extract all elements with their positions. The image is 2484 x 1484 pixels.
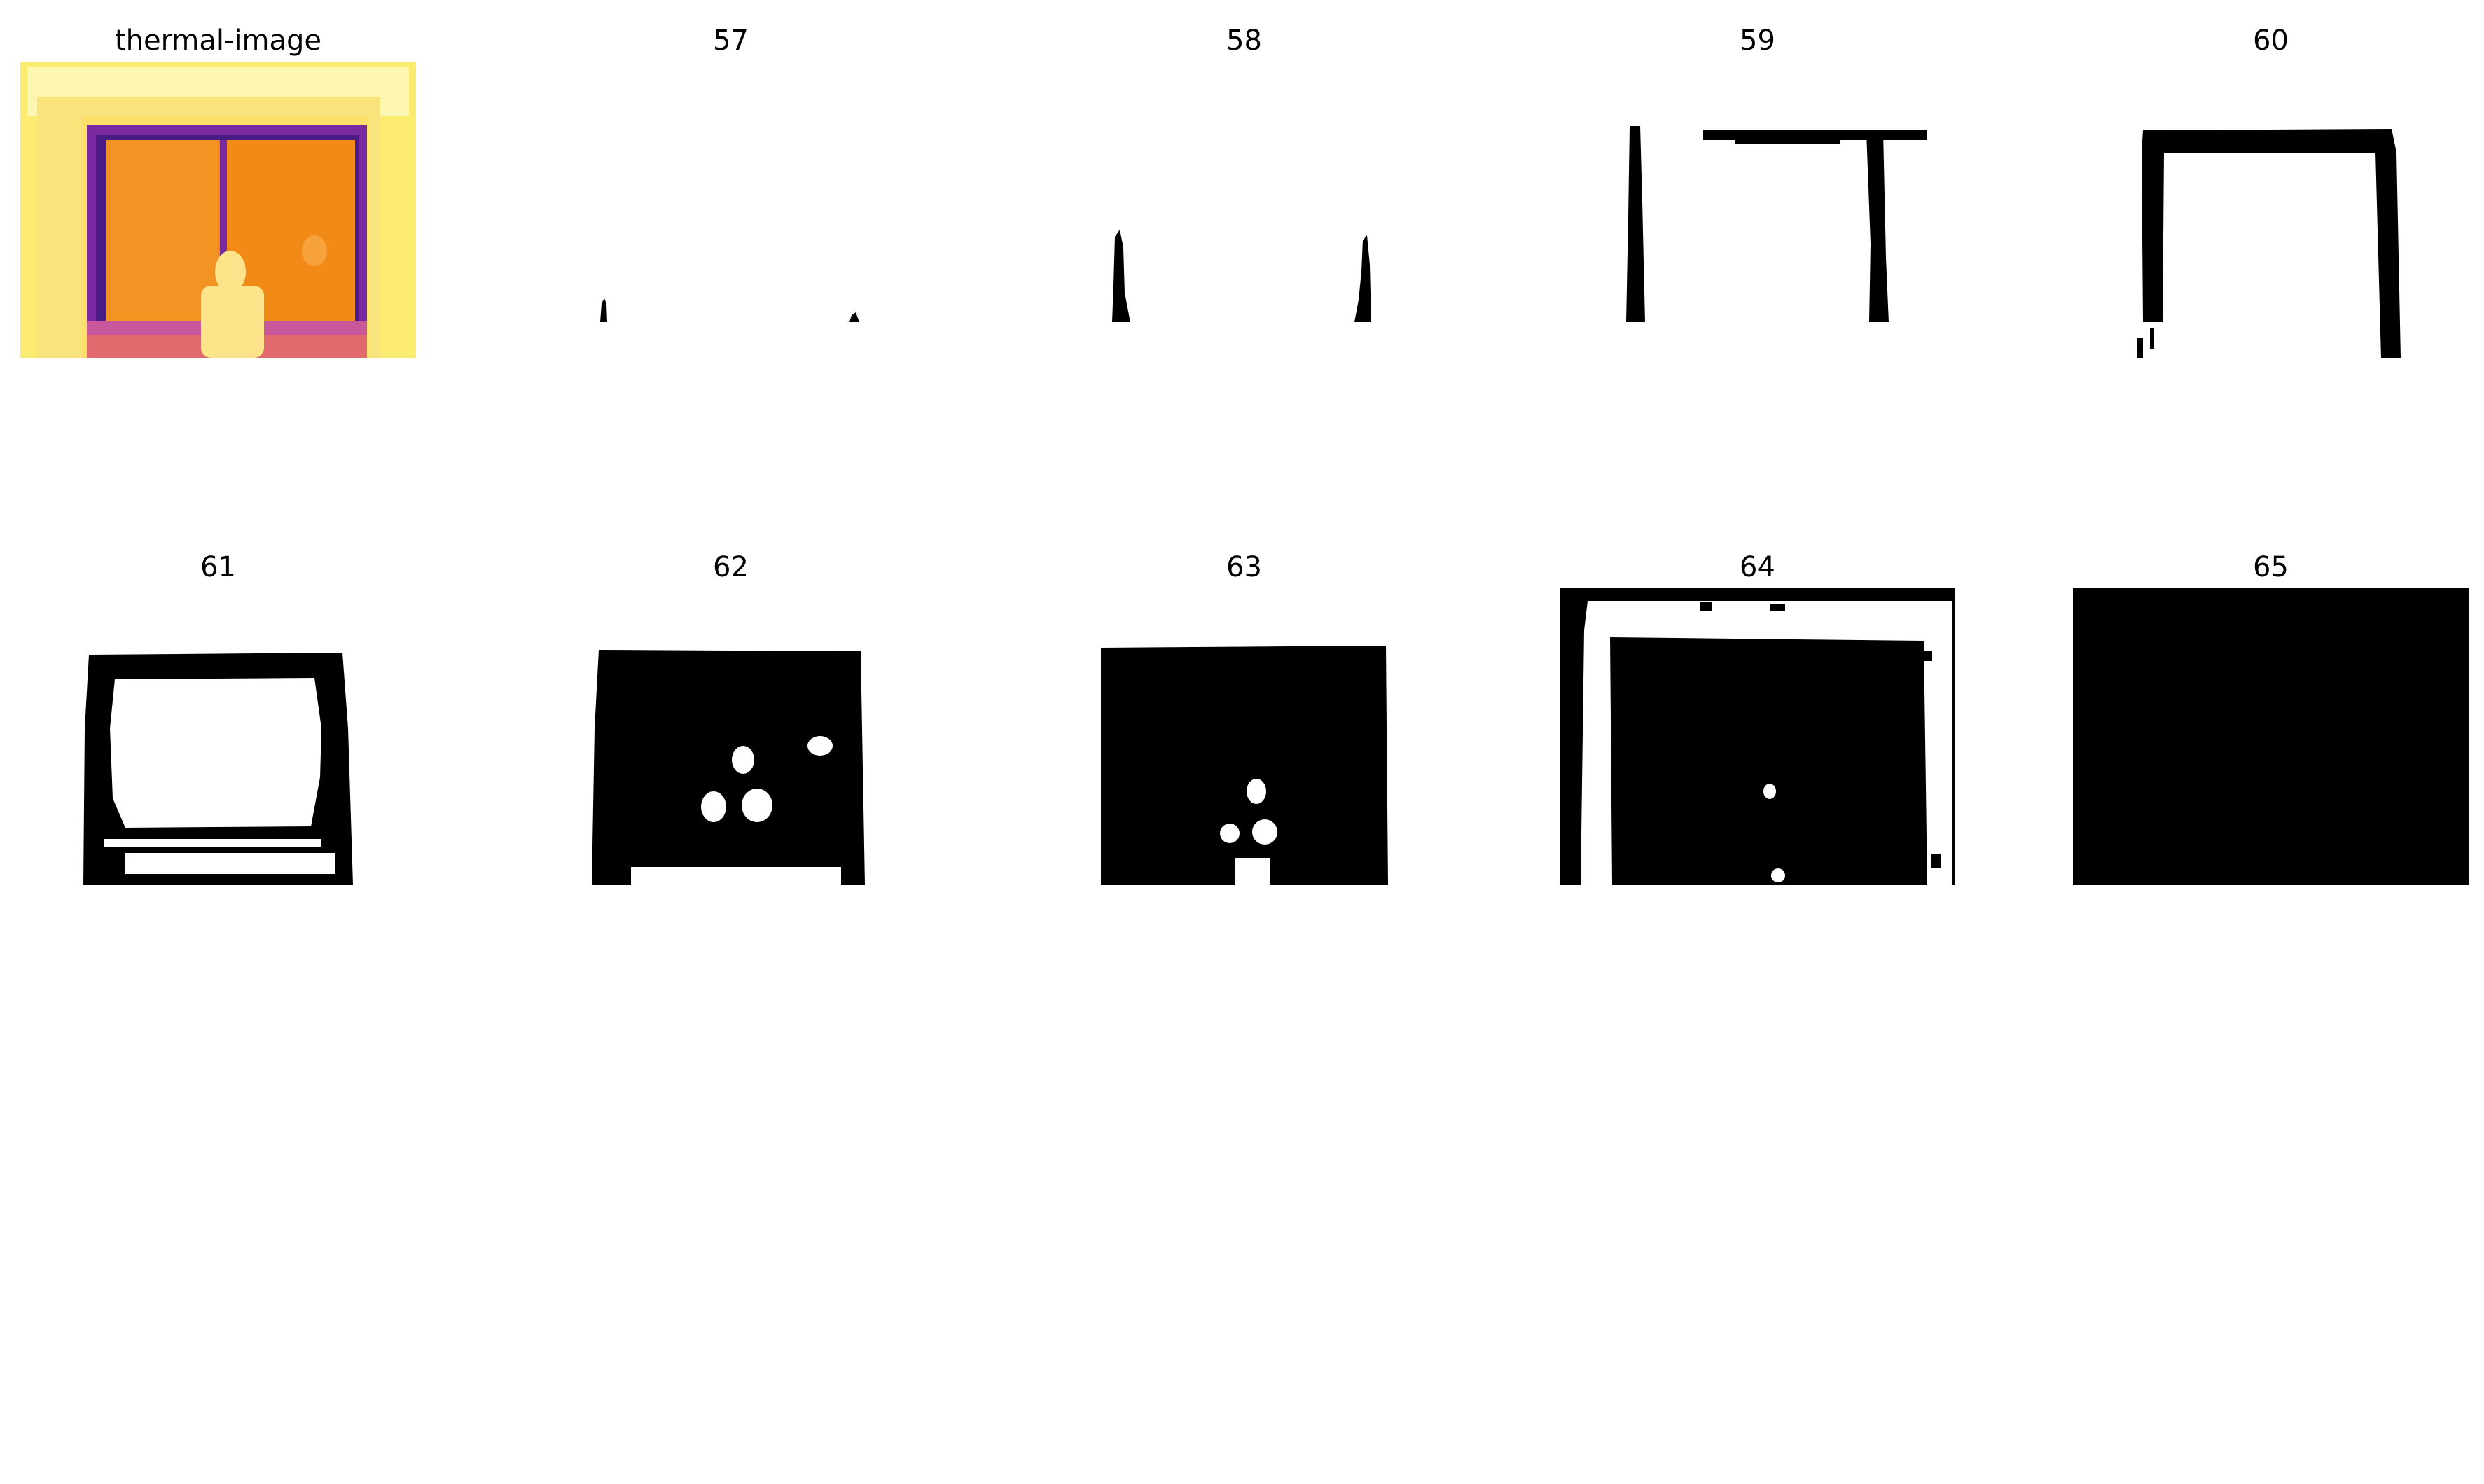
mask-image xyxy=(2073,588,2469,885)
mask-image xyxy=(1560,62,1955,358)
thermal-image xyxy=(20,62,416,358)
panel-title: 62 xyxy=(713,551,749,583)
panel-64: 64 xyxy=(1560,553,1955,885)
mask-image xyxy=(1046,588,1442,885)
panel-65: 65 xyxy=(2073,553,2469,885)
panel-title: thermal-image xyxy=(115,25,321,57)
panel-title: 60 xyxy=(2253,25,2289,57)
panel-62: 62 xyxy=(533,553,929,885)
mask-image xyxy=(1560,588,1955,885)
mask-image xyxy=(2073,62,2469,358)
panel-60: 60 xyxy=(2073,27,2469,358)
panel-title: 63 xyxy=(1226,551,1262,583)
mask-image xyxy=(1046,62,1442,358)
panel-57: 57 xyxy=(533,27,929,358)
panel-58: 58 xyxy=(1046,27,1442,358)
panel-63: 63 xyxy=(1046,553,1442,885)
panel-59: 59 xyxy=(1560,27,1955,358)
panel-title: 59 xyxy=(1740,25,1775,57)
mask-image xyxy=(20,588,416,885)
panel-61: 61 xyxy=(20,553,416,885)
panel-title: 64 xyxy=(1740,551,1775,583)
panel-title: 58 xyxy=(1226,25,1262,57)
mask-image xyxy=(533,588,929,885)
mask-image xyxy=(533,62,929,358)
panel-title: 57 xyxy=(713,25,749,57)
panel-title: 65 xyxy=(2253,551,2289,583)
panel-title: 61 xyxy=(200,551,236,583)
panel-thermal-image: thermal-image xyxy=(20,27,416,358)
